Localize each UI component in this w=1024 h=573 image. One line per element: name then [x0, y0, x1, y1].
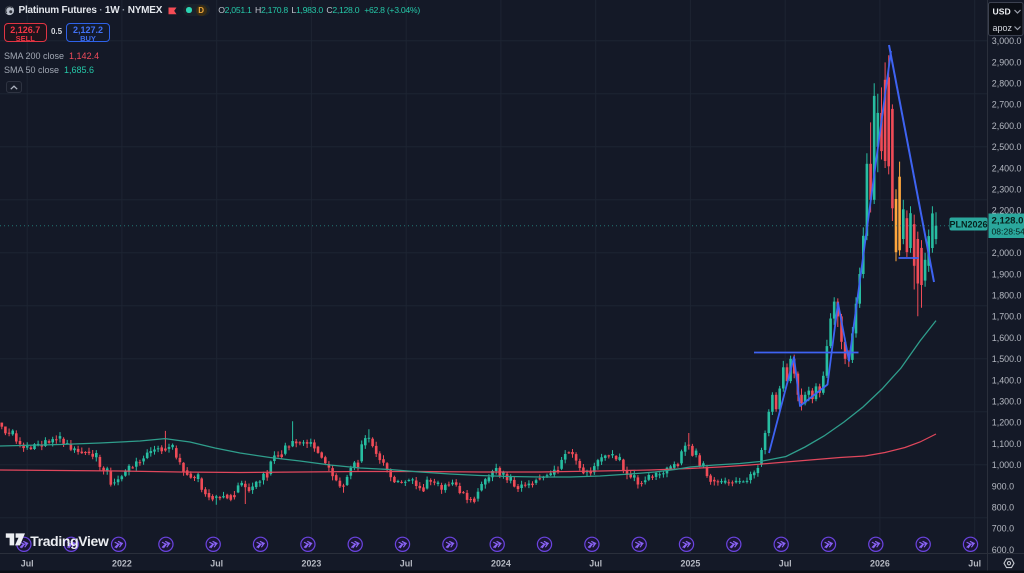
svg-text:2,400.0: 2,400.0 — [992, 163, 1022, 173]
svg-text:Jul: Jul — [21, 559, 34, 569]
svg-text:1,600.0: 1,600.0 — [992, 333, 1022, 343]
svg-text:1,000.0: 1,000.0 — [992, 460, 1022, 470]
svg-text:1,900.0: 1,900.0 — [992, 269, 1022, 279]
svg-text:08:28:54: 08:28:54 — [992, 226, 1024, 236]
svg-text:800.0: 800.0 — [992, 503, 1014, 513]
svg-text:900.0: 900.0 — [992, 481, 1014, 491]
svg-text:2,300.0: 2,300.0 — [992, 185, 1022, 195]
svg-text:Jul: Jul — [779, 559, 792, 569]
svg-text:Jul: Jul — [210, 559, 223, 569]
svg-text:600.0: 600.0 — [992, 545, 1014, 555]
svg-text:1,800.0: 1,800.0 — [992, 291, 1022, 301]
svg-text:3,000.0: 3,000.0 — [992, 36, 1022, 46]
svg-text:TradingView: TradingView — [30, 533, 109, 549]
svg-text:2,128.0: 2,128.0 — [992, 215, 1024, 226]
svg-text:2022: 2022 — [112, 559, 132, 569]
svg-text:USD: USD — [993, 6, 1011, 16]
svg-text:2,800.0: 2,800.0 — [992, 79, 1022, 89]
svg-text:2,700.0: 2,700.0 — [992, 100, 1022, 110]
svg-text:2023: 2023 — [302, 559, 322, 569]
svg-text:2,900.0: 2,900.0 — [992, 57, 1022, 67]
svg-text:1,300.0: 1,300.0 — [992, 397, 1022, 407]
svg-text:700.0: 700.0 — [992, 524, 1014, 534]
svg-text:1,500.0: 1,500.0 — [992, 354, 1022, 364]
svg-text:2,200.0: 2,200.0 — [992, 206, 1022, 216]
svg-text:1,700.0: 1,700.0 — [992, 312, 1022, 322]
svg-text:Jul: Jul — [400, 559, 413, 569]
svg-text:1,400.0: 1,400.0 — [992, 375, 1022, 385]
svg-text:2,000.0: 2,000.0 — [992, 248, 1022, 258]
svg-text:Jul: Jul — [589, 559, 602, 569]
svg-text:apoz: apoz — [993, 23, 1013, 33]
svg-text:Jul: Jul — [968, 559, 981, 569]
svg-text:2026: 2026 — [870, 559, 890, 569]
svg-text:1,200.0: 1,200.0 — [992, 418, 1022, 428]
svg-text:PLN2026: PLN2026 — [949, 219, 987, 229]
svg-text:2,500.0: 2,500.0 — [992, 142, 1022, 152]
svg-text:1,100.0: 1,100.0 — [992, 439, 1022, 449]
svg-text:2025: 2025 — [681, 559, 701, 569]
svg-text:2024: 2024 — [491, 559, 511, 569]
svg-text:2,600.0: 2,600.0 — [992, 121, 1022, 131]
